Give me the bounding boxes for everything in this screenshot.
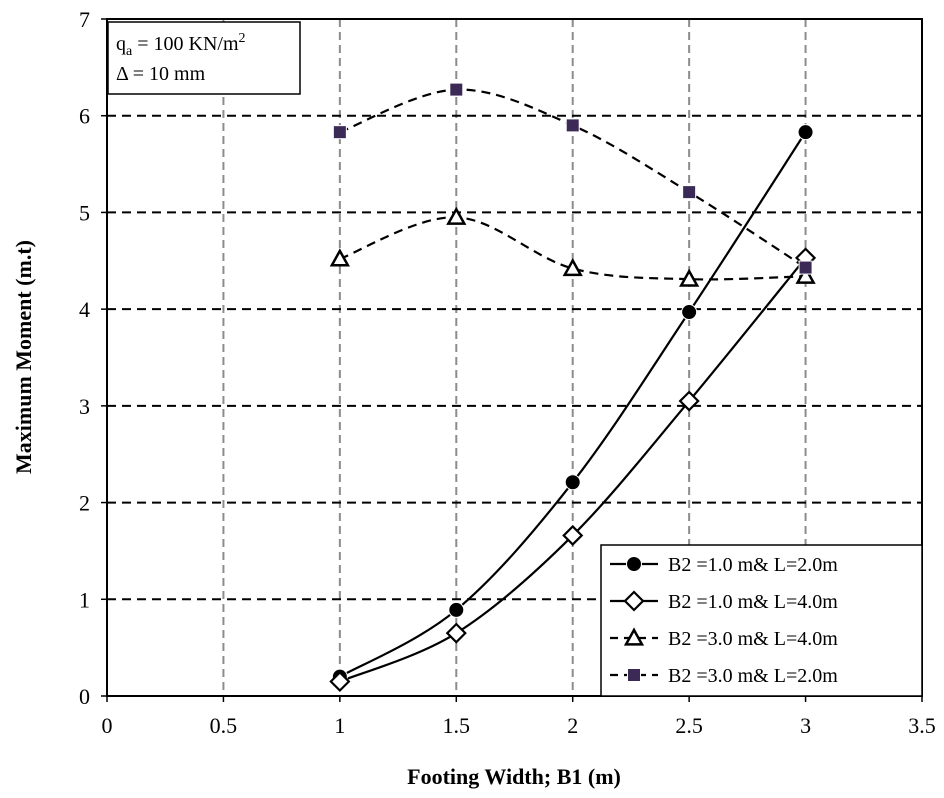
x-tick-label-7: 3.5	[908, 713, 936, 738]
legend-frame	[600, 544, 923, 697]
legend-marker-4	[627, 668, 641, 682]
annotation-box: qa = 100 KN/m2 Δ = 10 mm	[107, 21, 301, 95]
x-tick-label-1: 0.5	[210, 713, 238, 738]
x-tick-label-6: 3	[800, 713, 811, 738]
series-3-point-3	[562, 257, 583, 277]
y-tick-label-1: 1	[79, 587, 90, 612]
legend-items: B2 =1.0 m& L=2.0m B2 =1.0 m& L=4.0m B2 =3.…	[610, 554, 838, 687]
y-tick-label-2: 2	[79, 491, 90, 516]
legend-label-2: B2 =1.0 m& L=4.0m	[668, 591, 838, 613]
y-tick-label-7: 7	[79, 7, 90, 32]
series-4-point-3	[565, 118, 580, 133]
series-4-point-2	[449, 82, 464, 97]
y-axis-title: Maximum Moment (m.t)	[11, 240, 36, 474]
series-3-point-5	[795, 265, 816, 284]
x-tick-label-4: 2	[567, 713, 578, 738]
annotation-line-1: qa = 100 KN/m2	[116, 31, 246, 59]
y-tick-label-5: 5	[79, 200, 90, 225]
series-3-point-2	[446, 206, 467, 225]
x-tick-label-2: 1	[334, 713, 345, 738]
annotation-frame	[107, 21, 301, 95]
x-axis-title: Footing Width; B1 (m)	[407, 764, 621, 789]
series-3-point-1	[329, 248, 350, 267]
plot-frame	[106, 18, 923, 697]
legend-marker-3	[623, 627, 645, 646]
y-tick-label-6: 6	[79, 104, 90, 129]
series-3-point-4	[679, 268, 700, 287]
series-4-point-1	[332, 125, 347, 140]
series-2-point-1	[329, 670, 351, 693]
x-tick-label-0: 0	[102, 713, 113, 738]
y-tick-label-4: 4	[79, 297, 90, 322]
legend-label-3: B2 =3.0 m& L=4.0m	[668, 628, 838, 650]
series-1-point-4	[681, 304, 698, 321]
series-markers	[329, 82, 817, 693]
series-4-point-5	[798, 260, 813, 275]
legend-label-4: B2 =3.0 m& L=2.0m	[668, 665, 838, 687]
series-line-3	[339, 216, 806, 281]
y-tick-label-3: 3	[79, 394, 90, 419]
x-tick-label-5: 2.5	[675, 713, 703, 738]
series-1-point-5	[797, 124, 814, 141]
annotation-line-2: Δ = 10 mm	[116, 63, 206, 85]
series-line-1	[339, 131, 807, 678]
y-tick-label-0: 0	[79, 684, 90, 709]
series-2-point-3	[562, 524, 584, 547]
legend-label-1: B2 =1.0 m& L=2.0m	[668, 554, 838, 576]
series-2-point-2	[445, 622, 467, 644]
series-2-point-4	[678, 390, 700, 412]
x-tick-label-3: 1.5	[443, 713, 471, 738]
series-1-point-3	[564, 474, 581, 491]
legend-marker-1	[626, 556, 642, 572]
series-4-point-4	[682, 185, 697, 200]
ticks: 0 0.5 1 1.5 2 2.5 3 3.5 0 1 2 3 4 5 6 7	[79, 7, 936, 738]
series-1-point-2	[448, 601, 465, 618]
legend-marker-2	[623, 590, 645, 612]
legend: B2 =1.0 m& L=2.0m B2 =1.0 m& L=4.0m B2 =3.…	[600, 544, 923, 697]
